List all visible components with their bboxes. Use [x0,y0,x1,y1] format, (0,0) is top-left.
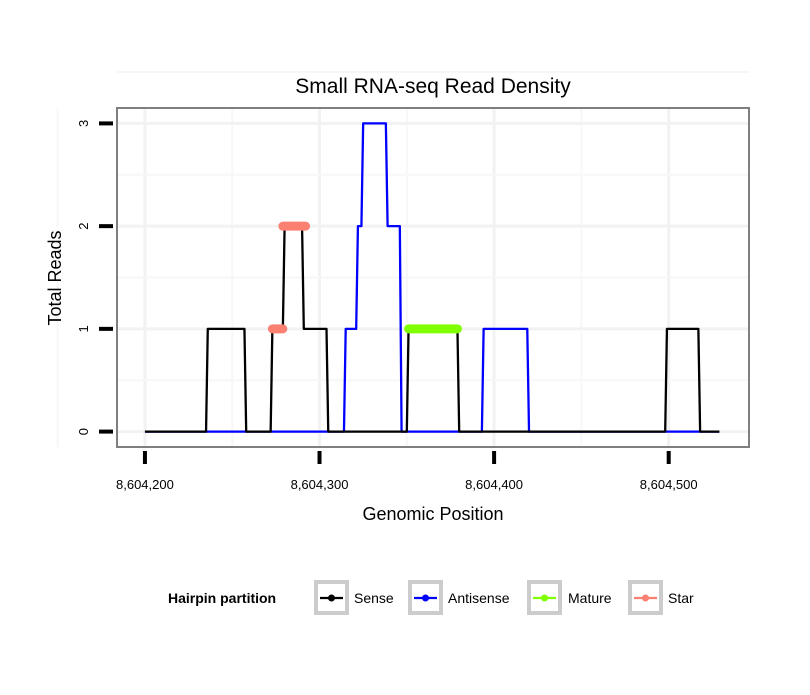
x-tick-label: 8,604,300 [291,477,349,492]
y-tick-label: 3 [76,120,91,127]
series-antisense [144,122,720,433]
y-tick-label: 0 [76,428,91,435]
x-tick-label: 8,604,200 [116,477,174,492]
x-tick-label: 8,604,400 [465,477,523,492]
x-tick-label: 8,604,500 [640,477,698,492]
legend-label-antisense: Antisense [448,590,510,606]
legend-point-antisense [422,594,429,602]
series-star [267,221,311,334]
legend-point-star [642,594,649,602]
legend: Hairpin partition Sense Antisense Mature St… [168,580,694,615]
x-axis-label: Genomic Position [362,504,503,524]
legend-label-sense: Sense [354,590,394,606]
legend-label-mature: Mature [568,590,612,606]
chart-title: Small RNA-seq Read Density [295,75,571,98]
legend-label-star: Star [668,590,694,606]
y-tick-label: 2 [76,223,91,230]
legend-title: Hairpin partition [168,590,276,606]
plot-panel-border [116,107,750,448]
y-tick-label: 1 [76,325,91,332]
series-sense [144,224,720,433]
legend-point-mature [541,594,548,602]
legend-point-sense [328,594,335,602]
y-axis-label: Total Reads [45,230,65,325]
